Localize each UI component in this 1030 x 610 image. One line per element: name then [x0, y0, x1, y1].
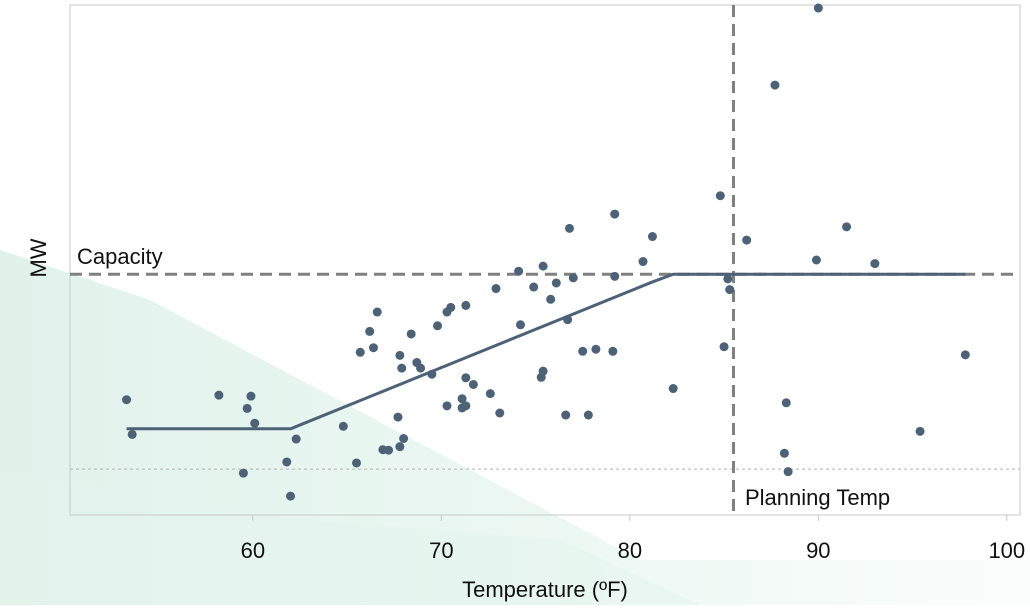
data-point — [122, 395, 132, 405]
data-point — [578, 346, 588, 356]
data-point — [246, 391, 256, 401]
capacity-label: Capacity — [77, 244, 163, 269]
data-point — [610, 271, 620, 281]
x-tick-label: 60 — [241, 538, 265, 563]
x-axis-label: Temperature (ºF) — [462, 577, 628, 602]
data-point — [608, 346, 618, 356]
data-point — [238, 468, 248, 478]
data-point — [551, 278, 561, 288]
data-point — [870, 259, 880, 269]
data-point — [446, 302, 456, 312]
data-point — [395, 442, 405, 452]
data-point — [960, 350, 970, 360]
data-point — [214, 390, 224, 400]
data-point — [591, 344, 601, 354]
fit-line-layer — [126, 272, 966, 431]
data-point — [813, 3, 823, 13]
background-tint — [0, 250, 1030, 605]
data-point — [399, 434, 409, 443]
data-point — [485, 389, 495, 399]
data-point — [568, 273, 578, 283]
chart-labels: Capacity Planning Temp Temperature (ºF) … — [26, 238, 890, 602]
data-point — [416, 363, 426, 373]
x-tick-label: 80 — [618, 538, 642, 563]
data-point — [842, 222, 852, 232]
data-point — [529, 282, 539, 292]
data-point — [355, 347, 365, 357]
data-point — [647, 232, 657, 242]
data-point — [352, 458, 362, 468]
data-point — [515, 320, 525, 330]
data-point — [457, 394, 467, 404]
data-point — [461, 300, 471, 310]
data-point — [461, 401, 471, 411]
data-point — [781, 398, 791, 408]
data-point — [365, 326, 375, 336]
data-point — [668, 384, 678, 394]
reference-lines — [70, 5, 1020, 515]
data-point — [491, 284, 501, 294]
data-point — [779, 448, 789, 458]
data-point — [563, 315, 573, 325]
data-point — [368, 343, 378, 353]
data-point — [715, 191, 725, 201]
y-axis-label: MW — [26, 238, 51, 277]
plot-frame — [69, 4, 1021, 516]
planning-temp-label: Planning Temp — [745, 485, 890, 510]
data-point — [395, 350, 405, 360]
data-point — [242, 403, 252, 413]
x-tick-label: 90 — [806, 538, 830, 563]
data-point — [442, 401, 452, 411]
data-point — [638, 257, 648, 267]
data-point — [770, 80, 780, 90]
tint-band-lower — [0, 470, 700, 605]
x-tick-label: 70 — [429, 538, 453, 563]
data-point — [397, 363, 407, 373]
data-point — [546, 294, 556, 304]
data-point — [468, 379, 478, 389]
data-point — [538, 261, 548, 271]
data-point — [561, 410, 571, 420]
data-point — [538, 366, 548, 376]
data-points — [122, 3, 970, 501]
data-point — [291, 434, 301, 444]
data-point — [719, 342, 729, 352]
data-point — [286, 491, 296, 501]
data-point — [427, 369, 437, 379]
data-point — [514, 266, 524, 276]
data-point — [127, 429, 137, 439]
data-point — [338, 421, 348, 431]
data-point — [282, 457, 292, 467]
data-point — [406, 329, 416, 339]
data-point — [565, 223, 575, 233]
data-point — [610, 209, 620, 219]
data-point — [372, 307, 382, 317]
x-tick-label: 100 — [988, 538, 1025, 563]
data-point — [742, 235, 752, 245]
data-point — [811, 255, 821, 265]
data-point — [393, 412, 403, 422]
x-axis-ticks: 60 70 80 90 100 — [241, 515, 1025, 563]
data-point — [384, 445, 394, 455]
data-point — [250, 418, 260, 428]
data-point — [725, 285, 735, 295]
fit-line — [126, 272, 966, 431]
data-point — [461, 373, 471, 383]
data-point — [433, 321, 443, 331]
plot-border — [69, 4, 1021, 516]
data-point — [723, 274, 733, 284]
data-point — [583, 410, 593, 420]
data-point — [915, 426, 925, 436]
data-point — [495, 408, 505, 418]
data-point — [783, 467, 793, 477]
